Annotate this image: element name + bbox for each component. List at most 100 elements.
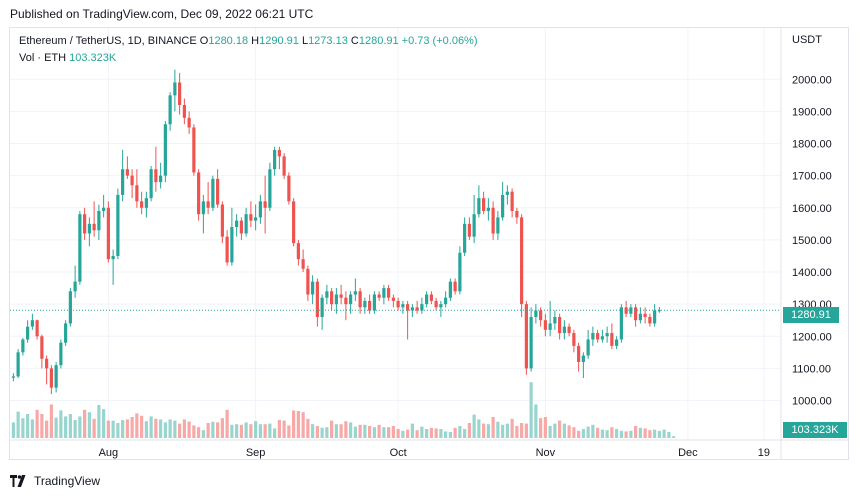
volume-bar	[334, 424, 338, 438]
volume-bar	[135, 413, 139, 438]
candle-body	[296, 243, 300, 260]
price-tick-label: 1800.00	[792, 139, 832, 151]
volume-bar	[125, 419, 129, 438]
candle-body	[268, 169, 272, 208]
candle-body	[211, 178, 215, 208]
volume-bar	[173, 420, 177, 438]
volume-bar	[163, 422, 167, 438]
volume-bar	[320, 427, 324, 438]
volume-bar	[624, 431, 628, 438]
candle-body	[45, 358, 49, 369]
volume-bar	[605, 430, 609, 438]
volume-bar	[306, 418, 310, 438]
candle-body	[68, 291, 72, 324]
candle-body	[387, 288, 391, 298]
volume-bar	[149, 416, 153, 438]
volume-bar	[254, 421, 258, 438]
volume-bar	[539, 418, 543, 438]
volume-bar	[30, 419, 34, 438]
candle-body	[358, 291, 362, 308]
grid-lines	[10, 28, 849, 460]
volume-bar	[87, 412, 91, 438]
candle-body	[467, 223, 471, 237]
close-value: 1280.91	[358, 35, 399, 47]
volume-bar	[45, 420, 49, 438]
volume-bar	[596, 427, 600, 438]
volume-bar	[339, 424, 343, 438]
volume-bar	[491, 417, 495, 438]
price-axis: 1000.001100.001200.001300.001400.001500.…	[792, 74, 832, 407]
volume-bar	[192, 425, 196, 438]
candle-body	[515, 210, 519, 218]
candle-body	[396, 300, 400, 308]
volume-bar	[586, 426, 590, 438]
volume-bar	[277, 420, 281, 438]
candle-body	[372, 294, 376, 311]
price-tick-label: 1600.00	[792, 203, 832, 215]
candle-body	[520, 217, 524, 305]
candle-body	[35, 320, 39, 337]
volume-bar	[206, 423, 210, 438]
volume-bar	[496, 421, 500, 438]
candle-body	[163, 124, 167, 176]
volume-bar	[600, 429, 604, 438]
volume-bar	[648, 430, 652, 438]
candle-body	[292, 201, 296, 244]
candle-body	[553, 316, 557, 324]
volume-bar	[391, 426, 395, 438]
candle-body	[73, 281, 77, 292]
candle-body	[92, 223, 96, 231]
volume-bar	[287, 425, 291, 438]
candle-body	[178, 82, 182, 105]
candle-body	[11, 376, 15, 378]
volume-bar	[463, 429, 467, 438]
symbol-label: Ethereum / TetherUS, 1D, BINANCE	[19, 35, 197, 47]
volume-bar	[434, 428, 438, 438]
candle-body	[173, 82, 177, 96]
volume-bar	[662, 429, 666, 438]
candle-body	[463, 223, 467, 253]
candle-body	[273, 149, 277, 170]
open-label: O	[199, 35, 209, 47]
candle-body	[377, 294, 381, 298]
candle-body	[439, 304, 443, 308]
volume-bar	[102, 409, 106, 438]
candle-body	[315, 281, 319, 317]
time-tick-label: Oct	[390, 447, 407, 459]
volume-bar	[643, 428, 647, 438]
volume-bar	[415, 430, 419, 438]
volume-bar	[159, 419, 163, 438]
candle-body	[21, 339, 25, 353]
price-tick-label: 1100.00	[792, 363, 831, 375]
candle-body	[102, 207, 106, 211]
price-tick-label: 1400.00	[792, 267, 832, 279]
currency-label[interactable]: USDT	[792, 34, 822, 46]
high-label: H	[251, 35, 260, 47]
candle-body	[334, 294, 338, 305]
volume-bar	[382, 427, 386, 438]
volume-bar	[311, 424, 315, 438]
candle-body	[539, 310, 543, 321]
volume-bar	[572, 427, 576, 438]
candle-body	[339, 294, 343, 298]
candle-body	[130, 175, 134, 186]
time-tick-label: Aug	[99, 447, 119, 459]
candle-body	[596, 333, 600, 340]
candle-body	[254, 217, 258, 221]
volume-bar	[581, 429, 585, 438]
candle-body	[168, 95, 172, 125]
volume-bar	[187, 421, 191, 438]
candle-body	[325, 291, 329, 298]
volume-bar	[482, 423, 486, 438]
candle-body	[615, 339, 619, 346]
volume-bar	[672, 436, 676, 438]
candle-body	[121, 169, 125, 195]
candle-body	[543, 320, 547, 330]
volume-bar	[16, 411, 20, 438]
candle-body	[562, 326, 566, 334]
volume-bar	[330, 420, 334, 438]
footer-brand[interactable]: TradingView	[10, 474, 100, 488]
volume-bar	[230, 424, 234, 438]
candle-body	[277, 149, 281, 157]
